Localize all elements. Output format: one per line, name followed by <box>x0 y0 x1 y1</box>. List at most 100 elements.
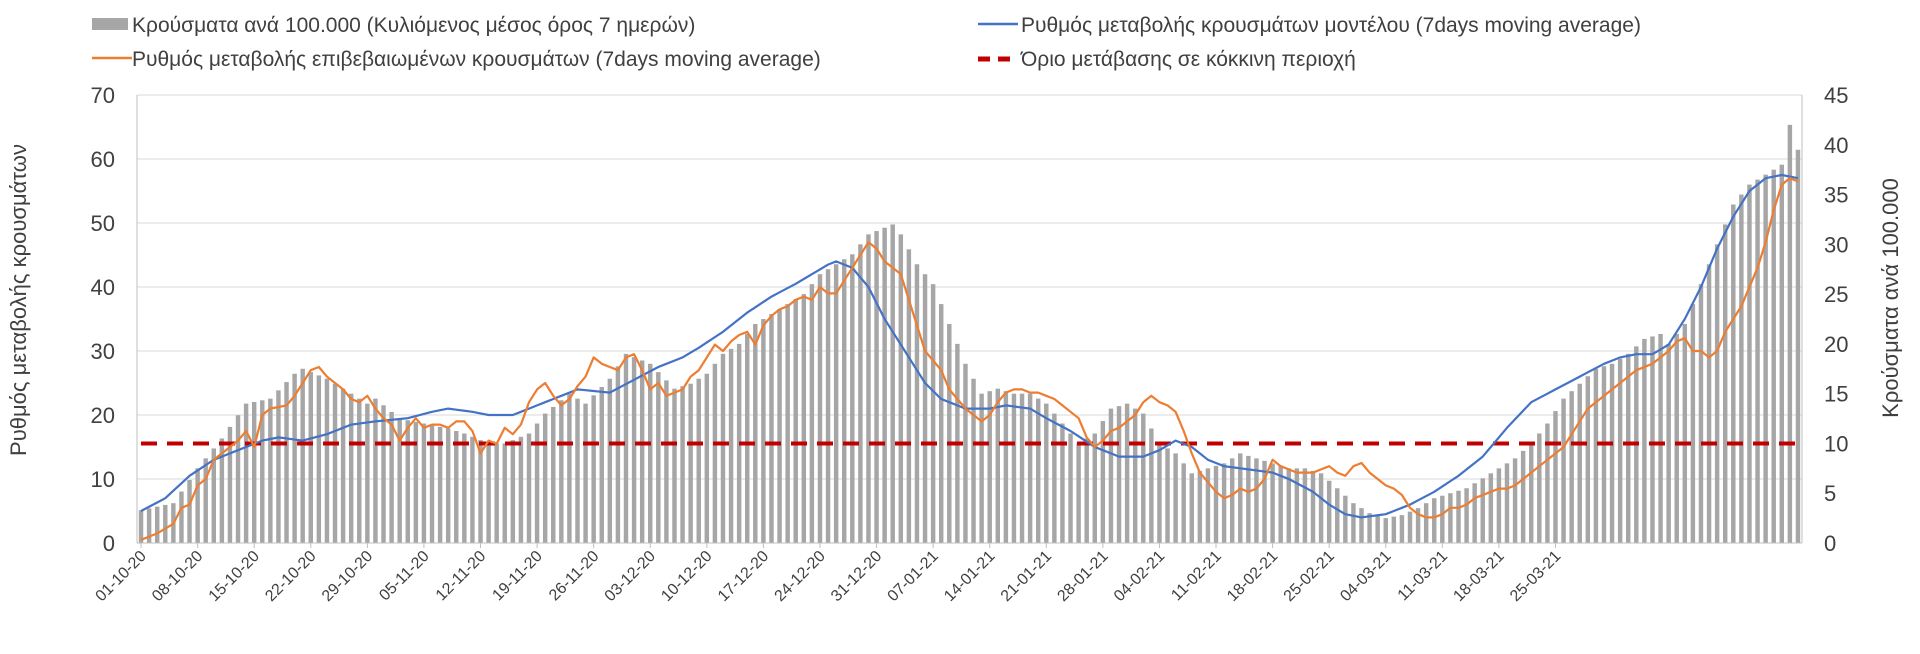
legend: Κρούσματα ανά 100.000 (Κυλιόμενος μέσος … <box>92 14 1641 71</box>
bar <box>1771 169 1776 543</box>
y-axis-right-title: Κρούσματα ανά 100.000 <box>1878 178 1903 418</box>
bar <box>866 234 871 543</box>
y-tick-right-label: 45 <box>1824 83 1848 108</box>
x-tick-label: 10-12-20 <box>658 548 715 605</box>
bar <box>656 372 661 543</box>
bar <box>300 368 305 543</box>
bar <box>696 378 701 543</box>
bar <box>486 443 491 543</box>
bar <box>1423 503 1429 543</box>
bar <box>1440 495 1445 543</box>
y-tick-right-label: 5 <box>1824 481 1836 506</box>
bar <box>1052 413 1057 543</box>
bar <box>421 423 427 543</box>
x-tick-label: 07-01-21 <box>885 548 942 605</box>
bar <box>1642 338 1647 543</box>
bar <box>575 398 580 543</box>
bar <box>898 234 904 543</box>
legend-label-confirmed-rate: Ρυθμός μεταβολής επιβεβαιωμένων κρουσμάτ… <box>132 48 821 71</box>
y-tick-right-label: 35 <box>1824 183 1848 208</box>
bar <box>850 254 855 544</box>
bar <box>1027 393 1033 543</box>
x-tick-label: 25-03-21 <box>1507 548 1564 605</box>
bar <box>809 284 815 543</box>
series-line-model-rate <box>140 173 1799 519</box>
x-ticks: 01-10-20 08-10-20 15-10-20 22-10-20 29-10-20… <box>93 543 1564 605</box>
bar <box>688 383 693 543</box>
x-tick-label: 12-11-20 <box>433 548 490 605</box>
x-tick-label: 03-12-20 <box>602 548 659 605</box>
bar <box>195 468 200 543</box>
bar <box>502 443 507 543</box>
legend-label-model-rate: Ρυθμός μεταβολής κρουσμάτων μοντέλου (7d… <box>1021 14 1641 37</box>
bar <box>947 323 952 543</box>
bar <box>753 323 758 543</box>
bar <box>793 299 798 543</box>
x-tick-label: 14-01-21 <box>941 548 998 605</box>
bar <box>1432 498 1437 543</box>
series-line-confirmed-rate <box>140 177 1799 541</box>
bar <box>235 415 241 543</box>
bar <box>979 393 984 543</box>
legend-label-cases: Κρούσματα ανά 100.000 (Κυλιόμενος μέσος … <box>132 14 695 37</box>
bar <box>1722 224 1728 543</box>
bar <box>882 227 887 544</box>
bar <box>260 400 265 543</box>
bar <box>1739 194 1744 544</box>
x-tick-label: 18-02-21 <box>1224 548 1281 605</box>
bar <box>971 378 976 543</box>
bar <box>1173 453 1178 543</box>
bar <box>769 314 774 543</box>
bar <box>1335 488 1340 543</box>
bar <box>219 438 225 543</box>
bar <box>1537 433 1542 543</box>
bar <box>623 353 629 543</box>
bar <box>1141 413 1146 543</box>
bar <box>1019 393 1025 543</box>
bar <box>720 353 726 543</box>
bar <box>1100 421 1106 543</box>
bar <box>639 360 645 543</box>
bar <box>874 231 879 543</box>
bar <box>534 423 540 543</box>
bar <box>146 508 152 543</box>
y-tick-left-label: 70 <box>91 83 115 108</box>
bar <box>1415 508 1421 543</box>
y-tick-left-label: 50 <box>91 211 115 236</box>
y-tick-left-label: 40 <box>91 275 115 300</box>
bar <box>1577 383 1582 543</box>
bar <box>648 363 653 543</box>
bar <box>179 491 184 543</box>
bar <box>470 436 475 543</box>
y-tick-right-label: 0 <box>1824 531 1836 556</box>
bar <box>1213 465 1219 543</box>
bar <box>1472 483 1477 543</box>
bar <box>1520 450 1526 543</box>
x-tick-label: 29-10-20 <box>319 548 376 605</box>
bar <box>494 443 499 543</box>
bar <box>1157 443 1162 543</box>
x-tick-label: 25-02-21 <box>1281 548 1338 605</box>
bar <box>1116 406 1122 543</box>
legend-item-cases: Κρούσματα ανά 100.000 (Κυλιόμενος μέσος … <box>92 14 695 37</box>
x-tick-label: 24-12-20 <box>772 548 829 605</box>
bar <box>340 388 346 543</box>
x-tick-label: 11-02-21 <box>1168 548 1225 605</box>
y-ticks-left: 0 10 20 30 40 50 60 70 <box>91 83 115 556</box>
bar <box>680 386 685 543</box>
y-ticks-right: 0 5 10 15 20 25 30 35 40 45 <box>1824 83 1848 556</box>
bar <box>1035 398 1041 543</box>
bar <box>518 436 524 543</box>
bar <box>276 390 281 543</box>
bar <box>1787 124 1793 543</box>
bar <box>389 411 394 543</box>
bar <box>1529 443 1534 543</box>
bar <box>1561 398 1566 543</box>
bar <box>1278 465 1283 543</box>
bar <box>1197 470 1203 543</box>
y-tick-right-label: 20 <box>1824 332 1848 357</box>
bar <box>987 391 992 543</box>
series-lines <box>140 173 1799 541</box>
bar <box>462 433 467 543</box>
